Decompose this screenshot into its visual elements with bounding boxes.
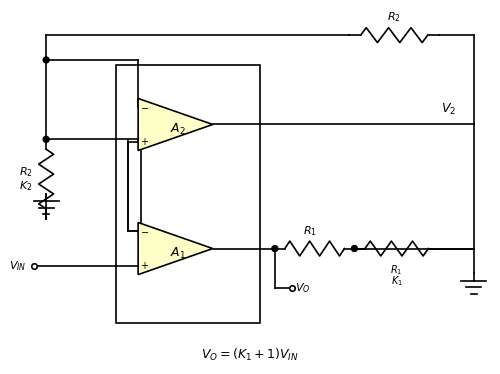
Text: $V_O$: $V_O$: [295, 281, 310, 295]
Text: $V_O = (K_1+1)V_{IN}$: $V_O = (K_1+1)V_{IN}$: [201, 347, 299, 363]
Text: $+$: $+$: [140, 260, 148, 271]
Text: $K_2$: $K_2$: [19, 180, 32, 193]
FancyBboxPatch shape: [128, 142, 140, 232]
Text: $V_2$: $V_2$: [442, 102, 456, 117]
Text: $-$: $-$: [140, 226, 148, 236]
Text: $+$: $+$: [140, 136, 148, 147]
Polygon shape: [138, 98, 212, 150]
Circle shape: [43, 137, 49, 142]
Text: $R_2$: $R_2$: [19, 165, 32, 178]
Text: $K_1$: $K_1$: [390, 275, 402, 288]
Text: $R_2$: $R_2$: [388, 10, 401, 24]
Circle shape: [43, 57, 49, 63]
Circle shape: [352, 246, 358, 252]
Text: $R_1$: $R_1$: [302, 224, 316, 237]
Polygon shape: [138, 223, 212, 275]
Circle shape: [272, 246, 278, 252]
Text: $A_1$: $A_1$: [170, 246, 186, 261]
Text: $R_1$: $R_1$: [390, 263, 403, 277]
Text: $A_2$: $A_2$: [170, 122, 186, 137]
Text: $V_{IN}$: $V_{IN}$: [8, 259, 26, 273]
Text: $-$: $-$: [140, 102, 148, 112]
FancyBboxPatch shape: [116, 65, 260, 323]
